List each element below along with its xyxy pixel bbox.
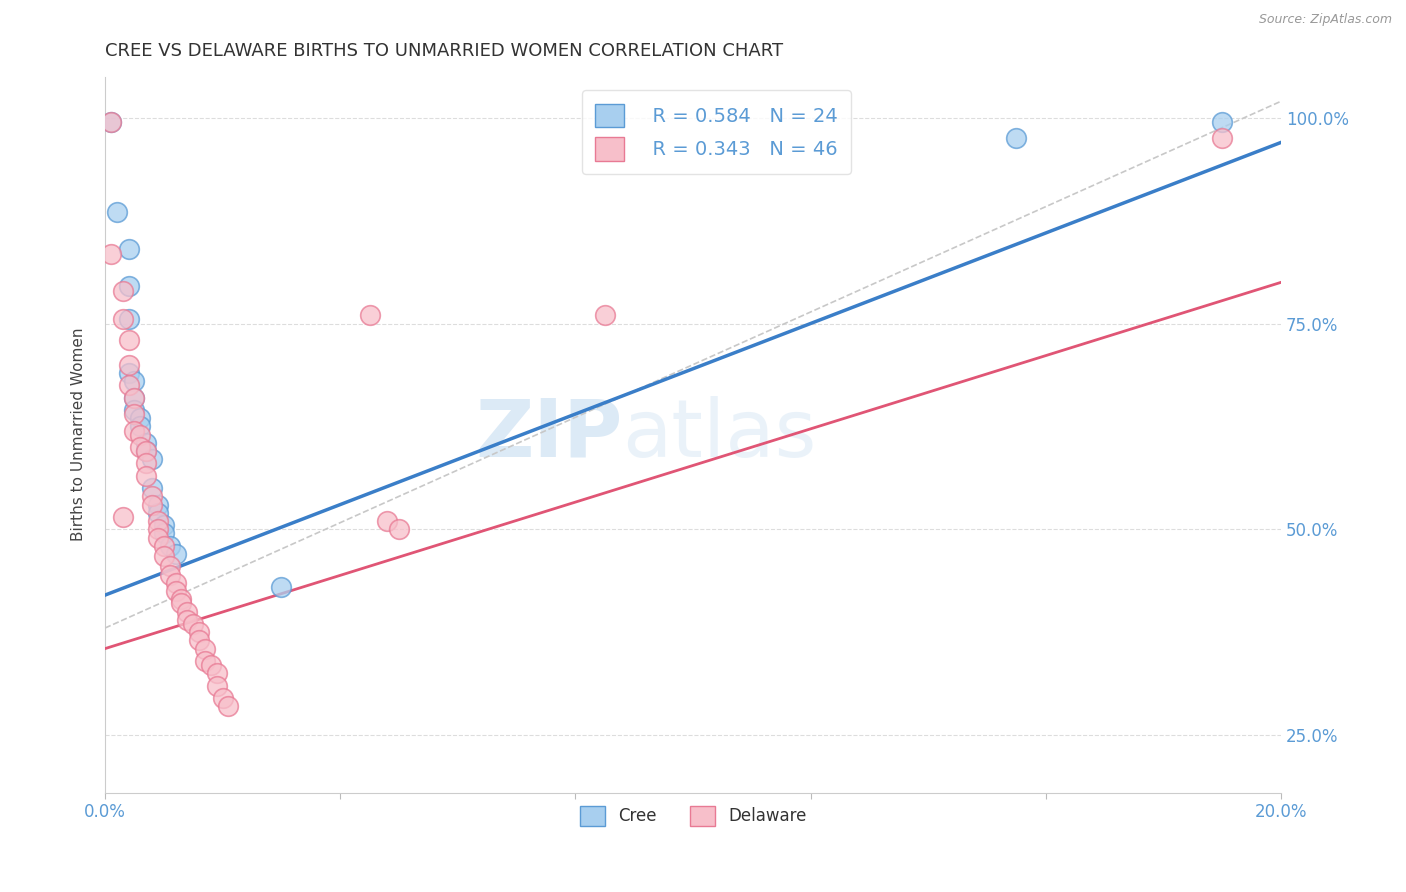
Point [117,358,139,372]
Point [211,691,233,706]
Point [205,666,228,681]
Point [135,468,157,483]
Point [135,444,157,458]
Point [111,312,134,326]
Text: Source: ZipAtlas.com: Source: ZipAtlas.com [1258,13,1392,27]
Point [146,531,169,545]
Point [159,539,181,553]
Point [176,613,198,627]
Point [124,407,146,421]
Point [388,522,411,536]
Point [117,243,139,257]
Point [129,427,152,442]
Point [135,435,157,450]
Point [124,391,146,405]
Point [117,333,139,347]
Point [375,514,398,528]
Point [152,539,174,553]
Point [100,115,122,129]
Point [117,279,139,293]
Point [129,419,152,434]
Point [117,366,139,380]
Point [124,374,146,388]
Point [141,481,163,495]
Y-axis label: Births to Unmarried Women: Births to Unmarried Women [72,328,86,541]
Point [188,633,211,648]
Point [176,605,198,619]
Point [117,312,139,326]
Point [205,679,228,693]
Legend: Cree, Delaware: Cree, Delaware [571,797,814,834]
Point [165,547,187,561]
Point [1211,131,1233,145]
Point [170,592,193,607]
Point [141,489,163,503]
Point [105,205,128,219]
Point [129,440,152,454]
Point [1211,115,1233,129]
Point [165,575,187,590]
Point [217,699,239,714]
Point [124,403,146,417]
Point [188,625,211,640]
Point [194,654,217,668]
Text: atlas: atlas [623,396,817,474]
Point [194,641,217,656]
Point [146,498,169,512]
Point [129,411,152,425]
Point [100,115,122,129]
Point [124,424,146,438]
Point [159,567,181,582]
Point [593,308,616,322]
Point [100,246,122,260]
Point [152,526,174,541]
Text: CREE VS DELAWARE BIRTHS TO UNMARRIED WOMEN CORRELATION CHART: CREE VS DELAWARE BIRTHS TO UNMARRIED WOM… [105,42,783,60]
Point [152,549,174,563]
Point [146,506,169,520]
Point [159,559,181,574]
Point [165,584,187,599]
Point [359,308,381,322]
Text: ZIP: ZIP [475,396,623,474]
Point [111,284,134,298]
Point [181,616,204,631]
Point [135,444,157,458]
Point [146,522,169,536]
Point [141,452,163,467]
Point [141,498,163,512]
Point [270,580,292,594]
Point [111,510,134,524]
Point [146,514,169,528]
Point [152,518,174,533]
Point [124,391,146,405]
Point [1005,131,1028,145]
Point [135,457,157,471]
Point [117,378,139,392]
Point [200,658,222,673]
Point [170,596,193,610]
